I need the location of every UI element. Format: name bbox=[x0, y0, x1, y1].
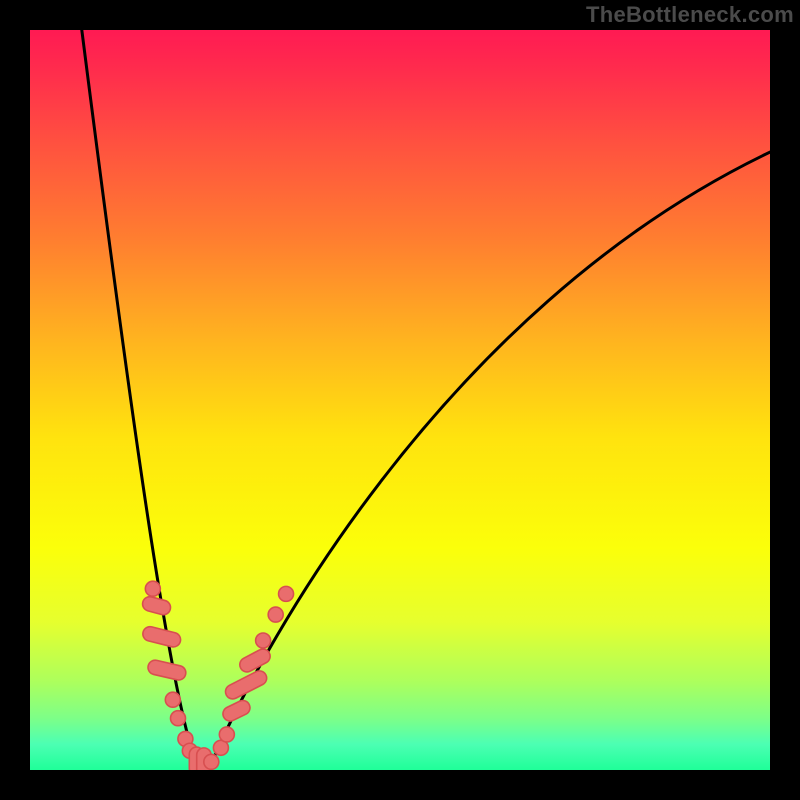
marker-group bbox=[141, 581, 294, 770]
bottleneck-curve bbox=[82, 30, 770, 764]
data-marker bbox=[141, 595, 172, 616]
data-marker bbox=[223, 668, 269, 701]
data-marker bbox=[279, 586, 294, 601]
curve-overlay bbox=[30, 30, 770, 770]
data-marker bbox=[268, 607, 283, 622]
data-marker bbox=[204, 754, 219, 769]
data-marker bbox=[219, 727, 234, 742]
data-marker bbox=[237, 647, 272, 675]
data-marker bbox=[147, 659, 188, 682]
data-marker bbox=[256, 633, 271, 648]
chart-frame: TheBottleneck.com bbox=[0, 0, 800, 800]
data-marker bbox=[141, 625, 182, 648]
data-marker bbox=[145, 581, 160, 596]
data-marker bbox=[171, 711, 186, 726]
plot-area bbox=[30, 30, 770, 770]
watermark-text: TheBottleneck.com bbox=[586, 2, 794, 28]
data-marker bbox=[165, 692, 180, 707]
data-marker bbox=[221, 698, 253, 723]
